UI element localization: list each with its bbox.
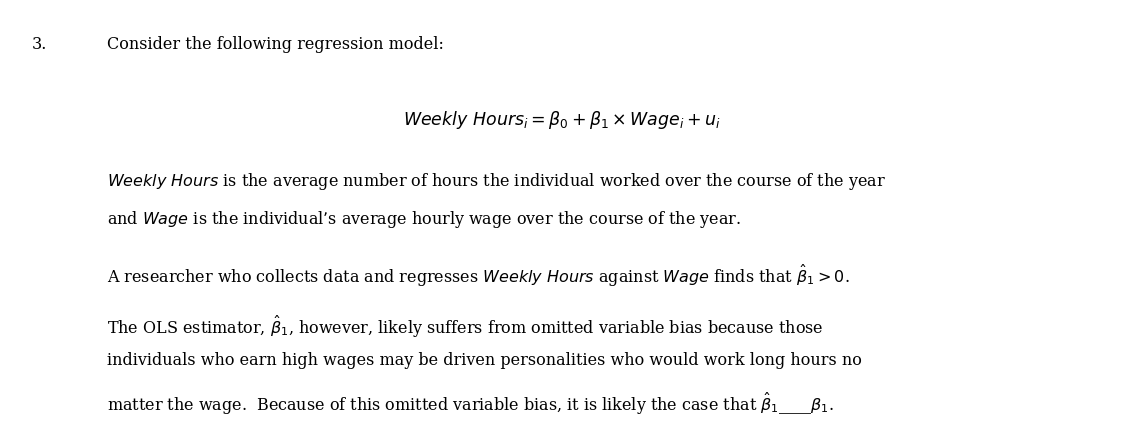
Text: matter the wage.  Because of this omitted variable bias, it is likely the case t: matter the wage. Because of this omitted… [107, 390, 834, 416]
Text: The OLS estimator, $\hat{\beta}_1$, however, likely suffers from omitted variabl: The OLS estimator, $\hat{\beta}_1$, howe… [107, 313, 824, 339]
Text: $\mathit{Weekly\ Hours}_i = \beta_0 + \beta_1 \times \mathit{Wage}_i + u_i$: $\mathit{Weekly\ Hours}_i = \beta_0 + \b… [404, 109, 720, 131]
Text: and $\mathit{Wage}$ is the individual’s average hourly wage over the course of t: and $\mathit{Wage}$ is the individual’s … [107, 209, 741, 230]
Text: 3.: 3. [31, 36, 47, 53]
Text: $\mathit{Weekly\ Hours}$ is the average number of hours the individual worked ov: $\mathit{Weekly\ Hours}$ is the average … [107, 170, 886, 191]
Text: individuals who earn high wages may be driven personalities who would work long : individuals who earn high wages may be d… [107, 351, 862, 368]
Text: Consider the following regression model:: Consider the following regression model: [107, 36, 444, 53]
Text: A researcher who collects data and regresses $\mathit{Weekly\ Hours}$ against $\: A researcher who collects data and regre… [107, 262, 850, 288]
